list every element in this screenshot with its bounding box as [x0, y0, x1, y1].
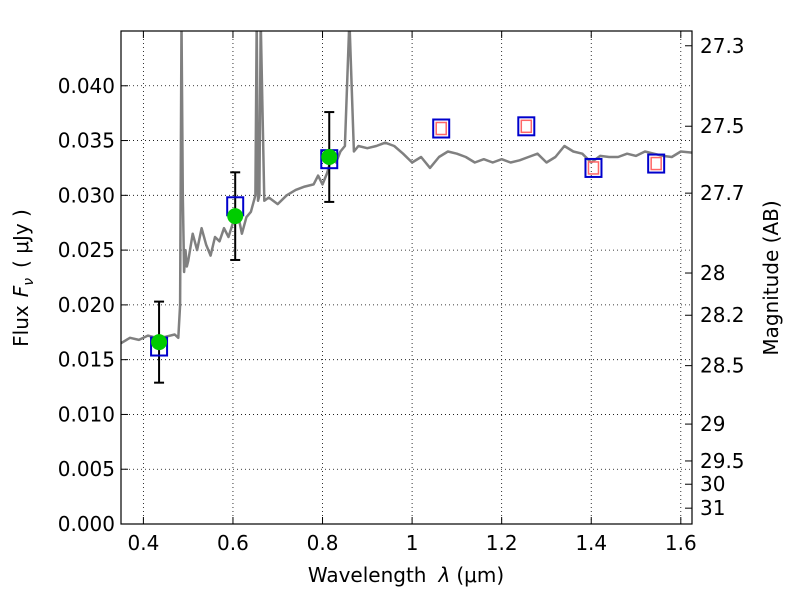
x-tick-label: 1.4 — [575, 531, 607, 555]
magnitude-tick-label: 27.3 — [700, 34, 745, 58]
observed-flux-point — [151, 334, 168, 351]
model-photometry-square — [432, 118, 451, 139]
x-tick-label: 1 — [406, 531, 419, 555]
magnitude-tick-label: 29.5 — [700, 449, 745, 473]
y-tick-label: 0.040 — [58, 74, 115, 98]
magnitude-tick-label: 30 — [700, 472, 725, 496]
marker-layer — [150, 116, 666, 357]
magnitude-axis-label: Magnitude (AB) — [759, 200, 783, 355]
x-tick-label: 0.8 — [307, 531, 339, 555]
magnitude-tick-label: 29 — [700, 412, 725, 436]
magnitude-tick-label: 28 — [700, 261, 725, 285]
model-photometry-square — [647, 153, 666, 174]
model-photometry-square — [517, 116, 536, 137]
y-tick-label: 0.000 — [58, 512, 115, 536]
y-axis-label: FluxFν( μJy ) — [9, 209, 37, 347]
y-tick-label: 0.015 — [58, 348, 115, 372]
observed-flux-point — [321, 148, 338, 165]
y-tick-label: 0.020 — [58, 293, 115, 317]
y-tick-label: 0.005 — [58, 457, 115, 481]
spectrum-line — [121, 31, 692, 345]
magnitude-tick-label: 27.5 — [700, 114, 745, 138]
x-tick-label: 1.2 — [486, 531, 518, 555]
magnitude-tick-label: 28.2 — [700, 303, 745, 327]
y-tick-label: 0.010 — [58, 402, 115, 426]
y-tick-label: 0.035 — [58, 129, 115, 153]
plot-frame — [120, 30, 693, 525]
upper-limit-square — [435, 121, 447, 136]
y-tick-label: 0.025 — [58, 238, 115, 262]
upper-limit-square — [650, 156, 662, 171]
x-tick-label: 1.6 — [665, 531, 697, 555]
model-photometry-square — [584, 157, 603, 178]
y-tick-label: 0.030 — [58, 183, 115, 207]
x-tick-label: 0.4 — [127, 531, 159, 555]
magnitude-tick-label: 28.5 — [700, 354, 745, 378]
spectrum-layer — [121, 31, 692, 345]
x-axis-label: Wavelength λ (μm) — [308, 563, 504, 587]
y-axis-ticks: 0.000 0.005 0.010 0.015 0.020 0.025 0.030 0.035… — [58, 74, 128, 536]
observed-flux-point — [227, 208, 244, 225]
upper-limit-square — [587, 161, 600, 175]
x-tick-label: 0.6 — [217, 531, 249, 555]
grid — [121, 31, 692, 524]
upper-limit-square — [520, 119, 533, 134]
magnitude-tick-label: 27.7 — [700, 181, 745, 205]
x-axis-ticks: 0.4 0.6 0.8 1 1.2 1.4 1.6 — [127, 31, 697, 555]
magnitude-tick-label: 31 — [700, 496, 725, 520]
